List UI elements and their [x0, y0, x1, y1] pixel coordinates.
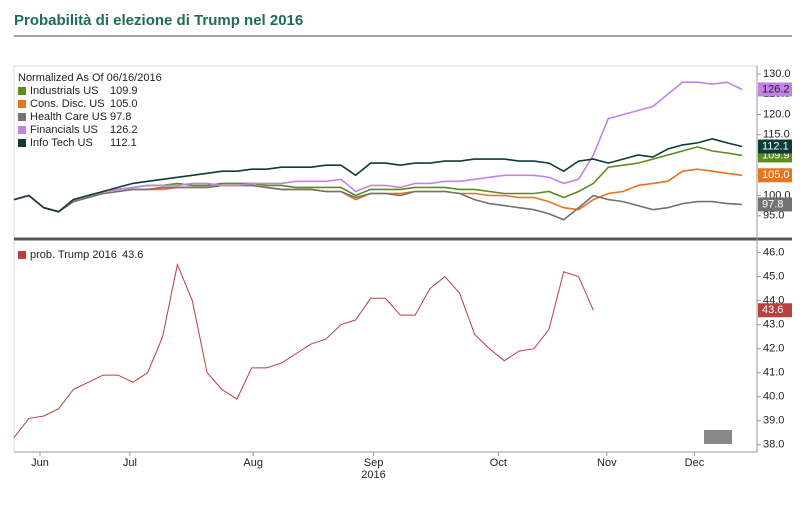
legend-swatch	[18, 139, 26, 147]
x-tick-label: Nov	[597, 457, 617, 469]
series-line	[13, 81, 743, 213]
legend-box	[15, 71, 165, 151]
series-line	[13, 137, 743, 213]
last-value-label: 112.1	[762, 140, 789, 152]
last-value-label: 43.6	[762, 304, 783, 316]
legend-box	[15, 248, 165, 263]
y-tick-label: 39.0	[763, 415, 784, 427]
y-tick-label: 45.0	[763, 271, 784, 283]
legend-swatch	[18, 113, 26, 121]
x-tick-label: Jun	[31, 457, 49, 469]
legend-swatch	[18, 251, 26, 259]
x-tick-label: Dec	[685, 457, 705, 469]
y-tick-label: 41.0	[763, 367, 784, 379]
last-value-box	[758, 82, 792, 97]
y-tick-label: 115.0	[763, 129, 790, 141]
legend-value: 109.9	[110, 85, 138, 97]
legend-value: 97.8	[110, 111, 131, 123]
last-value-box	[758, 303, 792, 318]
x-axis-label: 2016	[361, 469, 385, 481]
y-tick-label: 130.0	[763, 68, 791, 80]
last-value-label: 105.0	[762, 169, 790, 181]
legend-value: 126.2	[110, 124, 138, 136]
y-tick-label: 42.0	[763, 343, 784, 355]
x-tick-label: Aug	[243, 457, 263, 469]
y-tick-label: 38.0	[763, 439, 784, 451]
chart-title: Probabilità di elezione di Trump nel 201…	[14, 12, 303, 29]
series-line	[13, 184, 743, 221]
y-tick-label: 40.0	[763, 391, 784, 403]
last-value-box	[758, 139, 792, 154]
x-tick-label: Jul	[123, 457, 137, 469]
last-value-label: 97.8	[762, 198, 783, 210]
x-tick-label: Sep	[364, 457, 384, 469]
last-value-label: 126.2	[762, 83, 790, 95]
legend-name: Cons. Disc. US	[30, 98, 105, 110]
y-tick-label: 95.0	[763, 210, 784, 222]
last-value-box	[758, 168, 792, 183]
y-tick-label: 120.0	[763, 108, 791, 120]
legend-swatch	[18, 126, 26, 134]
legend-name: Industrials US	[30, 85, 98, 97]
y-tick-label: 43.0	[763, 319, 784, 331]
y-tick-label: 46.0	[763, 247, 784, 259]
chart-icon[interactable]	[704, 430, 732, 444]
legend-name: prob. Trump 2016	[30, 249, 117, 261]
legend-value: 105.0	[110, 98, 138, 110]
legend-value: 112.1	[110, 137, 137, 149]
legend-name: Health Care US	[30, 111, 107, 123]
legend-swatch	[18, 100, 26, 108]
legend-value: 43.6	[122, 249, 143, 261]
legend-name: Info Tech US	[30, 137, 93, 149]
last-value-box	[758, 197, 792, 212]
legend-name: Financials US	[30, 124, 98, 136]
series-line	[13, 262, 594, 438]
legend-swatch	[18, 87, 26, 95]
legend-title: Normalized As Of 06/16/2016	[18, 72, 162, 84]
x-tick-label: Oct	[490, 457, 507, 469]
